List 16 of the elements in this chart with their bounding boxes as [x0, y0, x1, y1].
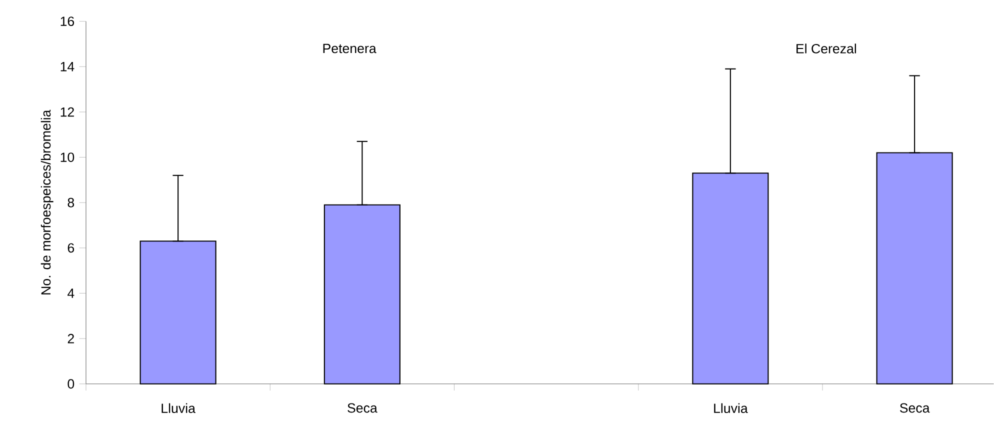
y-tick-label: 4 [68, 288, 74, 298]
x-tick-label: Seca [348, 403, 378, 413]
x-tick-label: Lluvia [714, 403, 748, 414]
y-tick-label: 12 [60, 107, 74, 117]
y-tick-label: 10 [60, 152, 74, 162]
y-axis-title: No. de morfoespeices/bromelia [40, 110, 54, 294]
y-tick-label: 0 [68, 379, 74, 389]
y-tick-label: 16 [60, 16, 74, 26]
x-tick-label: Lluvia [162, 403, 196, 414]
x-tick-label: Seca [900, 403, 930, 413]
annotation: El Cerezal [796, 44, 856, 54]
y-tick-label: 2 [68, 334, 74, 344]
y-tick-label: 14 [60, 62, 74, 72]
y-tick-label: 8 [68, 198, 74, 208]
annotation: Petenera [323, 44, 376, 54]
y-tick-label: 6 [68, 243, 74, 253]
